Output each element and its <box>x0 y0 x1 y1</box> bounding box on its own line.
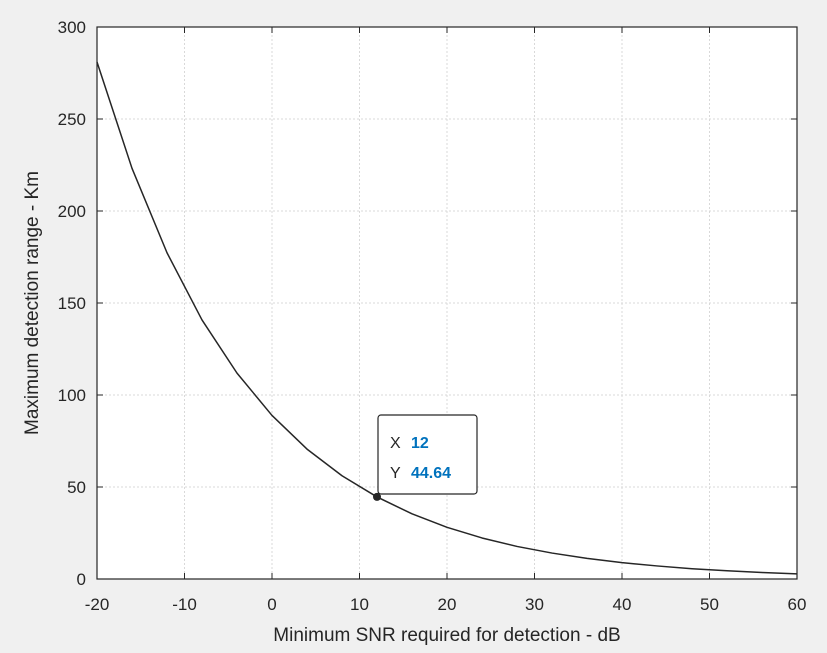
series-line <box>96 61 798 575</box>
y-tick-label: 100 <box>58 386 86 405</box>
y-tick-label: 250 <box>58 110 86 129</box>
datatip-box <box>377 414 478 495</box>
y-tick-label: 50 <box>67 478 86 497</box>
tick-marks <box>96 26 798 580</box>
x-tick-label: -10 <box>172 595 197 614</box>
x-tick-label: 10 <box>350 595 369 614</box>
series-layer <box>96 61 798 575</box>
y-axis-label: Maximum detection range - Km <box>22 171 43 435</box>
x-tick-labels: -20 -10 0 10 20 30 40 50 60 <box>85 595 807 614</box>
datatip-y-value: 44.64 <box>411 465 451 482</box>
datatip-x-key: X <box>390 435 401 452</box>
y-tick-label: 200 <box>58 202 86 221</box>
x-tick-label: 0 <box>267 595 276 614</box>
x-tick-label: 60 <box>788 595 807 614</box>
x-tick-label: 50 <box>700 595 719 614</box>
x-tick-label: 30 <box>525 595 544 614</box>
datatip-marker[interactable] <box>373 492 381 501</box>
datatip[interactable]: X 12 Y 44.64 <box>377 414 478 495</box>
y-tick-label: 150 <box>58 294 86 313</box>
y-tick-label: 0 <box>77 570 86 589</box>
datatip-y-key: Y <box>390 465 401 482</box>
x-tick-label: 20 <box>438 595 457 614</box>
x-tick-label: 40 <box>613 595 632 614</box>
datatip-x-value: 12 <box>411 435 429 452</box>
y-tick-label: 300 <box>58 18 86 37</box>
x-axis-label: Minimum SNR required for detection - dB <box>273 625 620 646</box>
y-tick-labels: 0 50 100 150 200 250 300 <box>58 18 86 589</box>
x-tick-label: -20 <box>85 595 110 614</box>
